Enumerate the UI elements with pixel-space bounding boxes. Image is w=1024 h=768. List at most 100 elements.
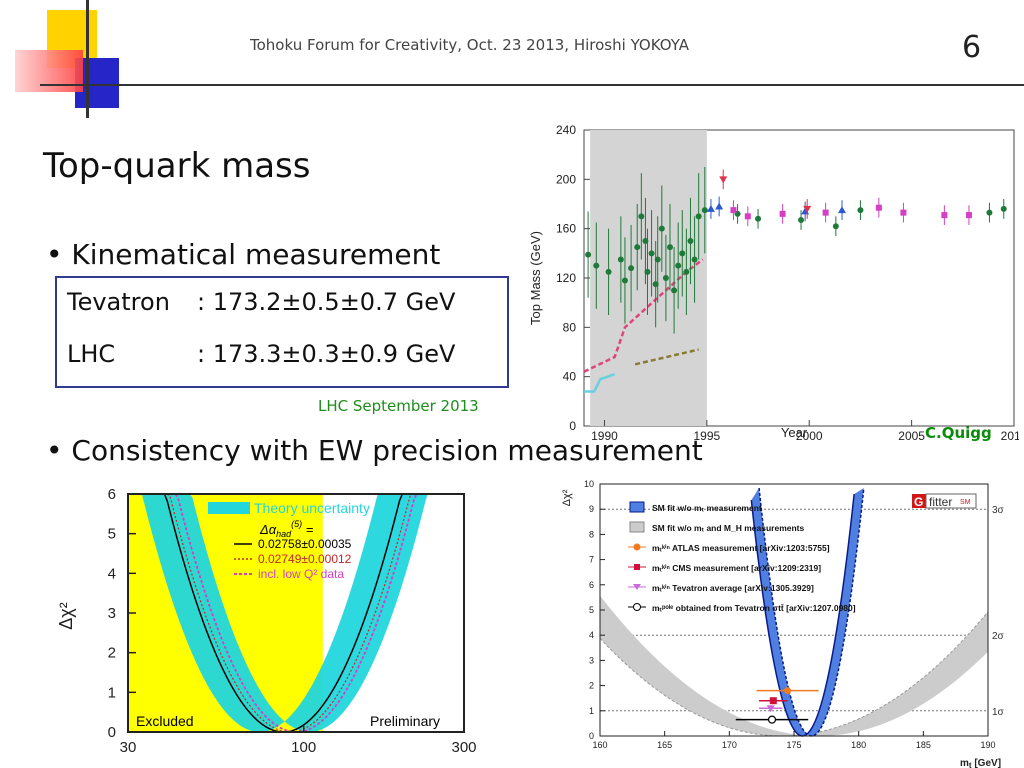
preliminary-label: Preliminary (370, 713, 440, 729)
slide-number: 6 (962, 30, 982, 65)
svg-text:SM: SM (960, 499, 971, 506)
data-point (875, 204, 882, 211)
measurement-point (784, 687, 792, 695)
legend-entry: mₜᵏⁱⁿ CMS measurement [arXiv:1209:2319] (652, 562, 821, 573)
data-point (965, 212, 972, 219)
data-point (986, 209, 993, 216)
y-tick-label: 40 (563, 370, 577, 384)
y-tick-label: 2 (108, 645, 116, 662)
sigma-label: 3σ (992, 505, 1005, 516)
x-tick-label: 300 (451, 739, 476, 756)
excluded-label: Excluded (136, 713, 194, 729)
data-point (706, 204, 715, 212)
legend-swatch (633, 543, 641, 551)
legend-theory-uncertainty: Theory uncertainty (254, 500, 370, 516)
y-axis-title: Top Mass (GeV) (528, 231, 543, 325)
indirect-estimate-region (590, 130, 707, 426)
wide-fit-band (600, 595, 988, 736)
y-tick-label: 1 (108, 684, 116, 701)
y-tick-label: 4 (589, 630, 594, 640)
y-tick-label: 8 (589, 529, 594, 539)
y-tick-label: 120 (556, 271, 576, 285)
data-point (675, 262, 682, 269)
data-point (730, 207, 737, 214)
bullet-consistency: • Consistency with EW precision measurem… (46, 434, 703, 467)
chart2-legend: Theory uncertainty Δαhad(5) = 0.02758±0.… (208, 500, 370, 581)
data-point (695, 213, 702, 220)
data-point (679, 250, 686, 257)
tevatron-value: : 173.2±0.5±0.7 GeV (197, 288, 456, 316)
data-point (822, 209, 829, 216)
legend-entry: SM fit w/o mₜ measurement (652, 503, 762, 513)
gfitter-mt-chart: 1σ 2σ 3σ 0 1 2 3 4 5 6 7 8 9 10 160 165 170 175 180 185 190… (561, 479, 1005, 768)
legend-entry-3: incl. low Q² data (258, 567, 344, 581)
legend-entry: mₜᵖᵒˡᵉ obtained from Tevatron σtt̄ [arXi… (652, 603, 856, 613)
legend-swatch (633, 584, 641, 590)
x-tick-label: 185 (916, 740, 931, 750)
sm-fit-band (751, 487, 864, 736)
svg-text:fitter: fitter (929, 495, 952, 509)
data-point (687, 238, 694, 244)
measurement-point (769, 697, 777, 705)
sigma-label: 1σ (992, 707, 1005, 718)
x-tick-label: 2005 (898, 429, 925, 443)
data-point (628, 265, 635, 272)
data-point (667, 244, 673, 251)
x-tick-label: 2000 (796, 429, 823, 443)
svg-text:G: G (914, 495, 923, 509)
data-point (654, 256, 661, 263)
bullet-kinematical: • Kinematical measurement (46, 238, 441, 271)
wide-fit-edge (599, 611, 989, 737)
data-point (644, 268, 651, 275)
legend-entry: mₜᵏⁱⁿ Tevatron average [arXiv:1305.3929] (652, 582, 814, 593)
gfitter-logo: G fitter SM (912, 493, 977, 509)
data-point (648, 250, 655, 257)
data-point (638, 213, 645, 220)
x-tick-label: 175 (786, 740, 801, 750)
x-tick-label: 165 (657, 740, 672, 750)
data-point (755, 215, 762, 222)
data-point (642, 238, 649, 244)
legend-swatch (629, 521, 645, 533)
data-point (900, 209, 907, 216)
y-tick-label: 2 (589, 681, 594, 691)
data-point (719, 176, 728, 184)
legend-swatch (634, 564, 640, 570)
deco-horizontal-line (40, 84, 1024, 86)
data-point (652, 281, 659, 288)
y-tick-label: 160 (556, 222, 576, 236)
y-tick-label: 10 (584, 479, 594, 489)
legend-entry-2: 0.02749±0.00012 (258, 552, 352, 566)
data-point (671, 287, 678, 294)
y-tick-label: 3 (589, 655, 594, 665)
data-point (605, 268, 612, 275)
lhc-value: : 173.3±0.3±0.9 GeV (197, 340, 456, 368)
top-mass-history-chart: 0 40 80 120 160 200 240 1990 1995 2000 2005 2010 To… (528, 123, 1019, 443)
x-tick-label: 2010 (1001, 429, 1019, 443)
data-point (617, 256, 624, 263)
data-point (658, 225, 665, 232)
data-point (662, 275, 669, 281)
y-tick-label: 0 (569, 419, 576, 433)
y-tick-label: 240 (556, 123, 576, 137)
data-point (691, 256, 698, 263)
x-tick-label: 170 (722, 740, 737, 750)
data-point (683, 268, 690, 275)
y-axis-title: Δχ² (561, 489, 573, 506)
slide-title: Top-quark mass (43, 146, 311, 186)
data-point (715, 202, 724, 210)
y-tick-label: 1 (589, 706, 594, 716)
measurement-point (767, 715, 777, 724)
y-tick-label: 200 (556, 172, 576, 186)
data-point (857, 207, 864, 214)
delta-chi2-higgs-chart: 0 1 2 3 4 5 6 30 100 300 Theory uncertainty Δαhad… (56, 486, 477, 756)
x-tick-label: 180 (851, 740, 866, 750)
data-point (779, 210, 786, 217)
y-tick-label: 5 (589, 605, 594, 615)
data-point (832, 223, 839, 230)
y-tick-label: 80 (563, 320, 577, 334)
y-tick-label: 4 (108, 565, 116, 582)
data-point (634, 244, 641, 251)
data-point (838, 206, 846, 214)
legend-delta-alpha: Δαhad(5) = (259, 519, 314, 539)
